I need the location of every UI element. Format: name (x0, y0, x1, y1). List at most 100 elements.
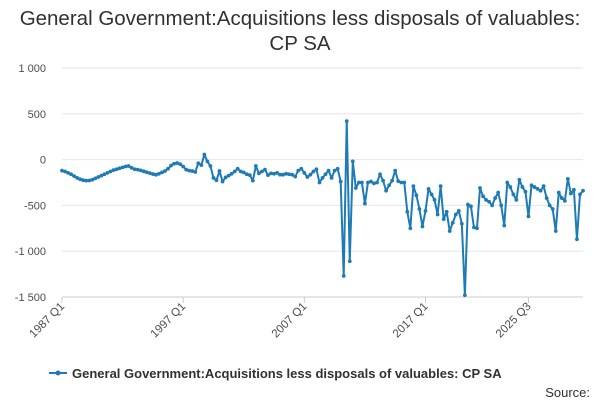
data-point[interactable] (196, 161, 201, 166)
data-point[interactable] (138, 168, 143, 173)
data-point[interactable] (205, 159, 210, 164)
data-point[interactable] (105, 170, 110, 175)
data-point[interactable] (453, 212, 458, 217)
data-point[interactable] (462, 293, 467, 298)
data-point[interactable] (493, 196, 498, 200)
data-point[interactable] (217, 169, 222, 173)
data-point[interactable] (214, 178, 219, 183)
data-point[interactable] (547, 203, 552, 208)
data-point[interactable] (260, 169, 264, 174)
data-point[interactable] (517, 177, 522, 182)
data-point[interactable] (375, 180, 379, 185)
data-point[interactable] (347, 259, 352, 264)
data-point[interactable] (284, 171, 289, 176)
data-point[interactable] (553, 229, 558, 233)
data-point[interactable] (408, 226, 413, 231)
data-point[interactable] (266, 173, 270, 178)
data-point[interactable] (299, 166, 304, 171)
data-point[interactable] (317, 180, 322, 185)
data-point[interactable] (523, 189, 528, 194)
data-point[interactable] (572, 187, 576, 192)
data-point[interactable] (160, 170, 164, 175)
data-point[interactable] (99, 173, 104, 178)
data-point[interactable] (69, 172, 73, 177)
data-point[interactable] (102, 172, 107, 177)
data-point[interactable] (378, 172, 382, 177)
data-point[interactable] (314, 167, 319, 172)
data-point[interactable] (520, 185, 525, 189)
data-point[interactable] (381, 178, 385, 183)
data-point[interactable] (320, 176, 325, 180)
data-point[interactable] (502, 223, 507, 228)
data-point[interactable] (481, 194, 485, 199)
data-point[interactable] (244, 172, 249, 177)
data-point[interactable] (575, 237, 579, 242)
data-point[interactable] (229, 171, 234, 176)
data-point[interactable] (208, 164, 213, 168)
data-point[interactable] (581, 188, 585, 193)
data-point[interactable] (181, 164, 186, 169)
data-point[interactable] (193, 170, 198, 174)
data-point[interactable] (435, 212, 440, 217)
data-point[interactable] (87, 178, 92, 183)
data-point[interactable] (344, 119, 349, 124)
data-point[interactable] (459, 221, 464, 226)
data-point[interactable] (272, 171, 276, 176)
data-point[interactable] (157, 171, 161, 176)
data-point[interactable] (60, 168, 64, 173)
data-point[interactable] (63, 169, 67, 174)
data-point[interactable] (396, 179, 401, 184)
data-point[interactable] (302, 170, 307, 175)
data-point[interactable] (84, 178, 89, 183)
data-point[interactable] (250, 178, 255, 183)
data-point[interactable] (369, 179, 373, 184)
data-point[interactable] (578, 192, 582, 197)
data-point[interactable] (508, 185, 513, 189)
data-point[interactable] (108, 169, 113, 174)
data-point[interactable] (514, 198, 519, 202)
data-point[interactable] (447, 229, 452, 233)
data-point[interactable] (111, 168, 116, 173)
data-point[interactable] (356, 180, 361, 185)
data-point[interactable] (211, 176, 216, 180)
data-point[interactable] (81, 178, 86, 183)
data-point[interactable] (432, 198, 437, 202)
data-point[interactable] (184, 167, 189, 172)
data-point[interactable] (420, 224, 425, 229)
data-point[interactable] (444, 209, 449, 214)
data-point[interactable] (144, 170, 149, 175)
data-point[interactable] (414, 193, 419, 198)
data-point[interactable] (253, 164, 258, 168)
data-point[interactable] (187, 168, 192, 173)
data-point[interactable] (384, 188, 389, 193)
data-point[interactable] (529, 183, 534, 188)
data-point[interactable] (75, 176, 80, 180)
data-point[interactable] (132, 167, 137, 172)
data-point[interactable] (426, 187, 431, 191)
data-point[interactable] (544, 196, 549, 200)
data-point[interactable] (338, 179, 343, 184)
data-point[interactable] (278, 172, 282, 177)
data-point[interactable] (562, 198, 567, 203)
data-point[interactable] (532, 185, 537, 189)
data-point[interactable] (311, 169, 316, 174)
data-point[interactable] (505, 180, 510, 185)
data-point[interactable] (387, 183, 392, 188)
data-point[interactable] (241, 170, 246, 175)
data-point[interactable] (475, 226, 479, 231)
data-point[interactable] (535, 187, 540, 191)
data-point[interactable] (469, 204, 473, 209)
data-point[interactable] (220, 179, 225, 184)
data-point[interactable] (169, 163, 173, 168)
data-point[interactable] (66, 170, 70, 175)
data-point[interactable] (450, 220, 455, 225)
data-point[interactable] (147, 171, 152, 176)
data-point[interactable] (541, 184, 546, 189)
data-point[interactable] (353, 186, 358, 190)
data-point[interactable] (323, 172, 328, 177)
data-point[interactable] (154, 172, 158, 177)
data-point[interactable] (163, 169, 167, 173)
data-point[interactable] (441, 217, 446, 222)
data-point[interactable] (290, 172, 295, 177)
data-point[interactable] (326, 168, 331, 173)
